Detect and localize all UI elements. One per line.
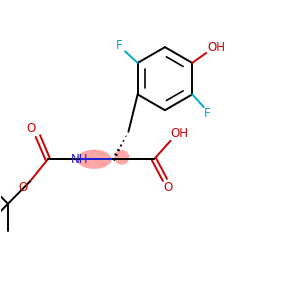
Text: NH: NH	[71, 153, 88, 166]
Text: OH: OH	[170, 127, 188, 140]
Text: F: F	[116, 39, 123, 52]
Ellipse shape	[77, 150, 112, 169]
Text: OH: OH	[207, 41, 225, 55]
Text: O: O	[164, 181, 173, 194]
Text: O: O	[27, 122, 36, 135]
Text: O: O	[19, 181, 28, 194]
Ellipse shape	[114, 150, 129, 165]
Text: F: F	[204, 107, 211, 120]
